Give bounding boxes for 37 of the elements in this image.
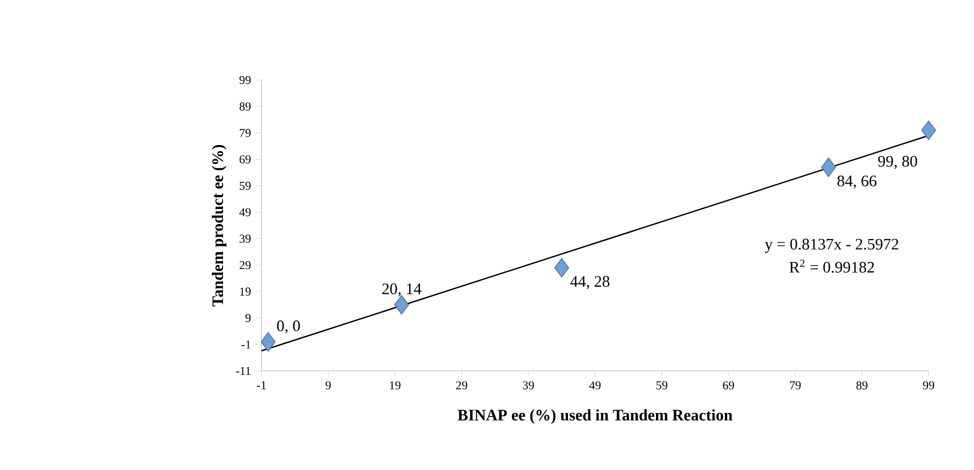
point [554, 258, 570, 278]
x-axis-title: BINAP ee (%) used in Tandem Reaction [458, 409, 732, 424]
x-tick-label: 69 [723, 381, 734, 390]
point [260, 332, 276, 352]
y-tick-label: -1 [242, 340, 250, 349]
point [394, 295, 410, 315]
data-label: 99, 80 [878, 156, 918, 170]
x-tick-label: 29 [456, 381, 468, 390]
y-tick-label: 99 [239, 76, 251, 84]
point [921, 120, 936, 140]
x-tick-label: 9 [326, 381, 331, 390]
y-axis-title: Tandem product ee (%) [212, 145, 226, 307]
data-label: 44, 28 [570, 276, 610, 290]
x-tick-label: 39 [522, 381, 534, 390]
x-tick-label: 49 [589, 381, 601, 390]
y-tick-label: 9 [245, 314, 251, 322]
data-label: 0, 0 [277, 320, 300, 334]
x-tick-label: 19 [390, 381, 400, 390]
y-tick-label: 89 [240, 102, 251, 111]
annotation: y = 0.8137x - 2.5972 [764, 238, 898, 254]
x-tick-label: 59 [656, 381, 668, 390]
y-tick-label: -11 [236, 367, 250, 376]
y-tick-label: 19 [240, 288, 251, 296]
y-tick-label: 59 [240, 182, 251, 190]
y-tick-label: 49 [239, 208, 251, 216]
x-tick-label: 99 [923, 381, 934, 390]
x-tick-label: 79 [790, 381, 801, 390]
y-tick-label: 29 [240, 261, 251, 270]
point [821, 158, 836, 178]
x-tick-label: -1 [256, 381, 266, 390]
x-tick-label: 89 [856, 381, 868, 390]
y-tick-label: 69 [240, 156, 251, 164]
y-tick-label: 79 [240, 129, 251, 138]
annotation: R$^{2}$ = 0.99182 [789, 260, 874, 273]
y-tick-label: 39 [240, 234, 251, 243]
data-label: 84, 66 [837, 176, 876, 189]
data-label: 20, 14 [382, 284, 422, 297]
